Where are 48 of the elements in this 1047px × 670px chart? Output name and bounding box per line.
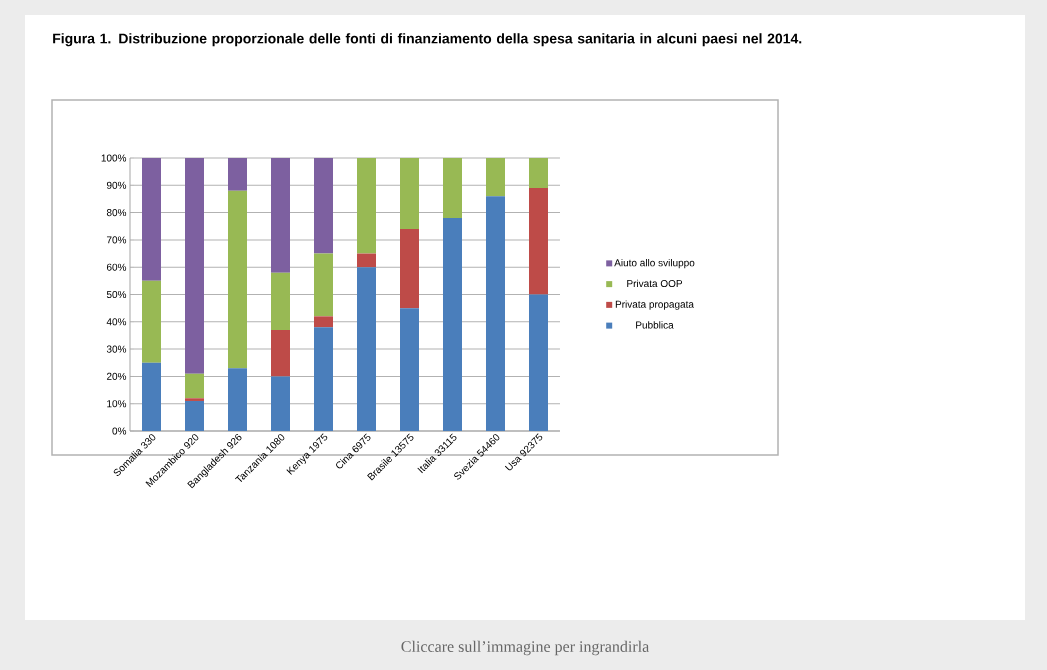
bar <box>142 362 161 431</box>
y-tick-label: 70% <box>106 236 127 244</box>
legend-label: Pubblica <box>636 321 674 329</box>
bar <box>529 158 548 189</box>
y-tick-label: 30% <box>106 345 127 353</box>
bar <box>400 158 419 229</box>
y-tick-label: 60% <box>106 263 127 271</box>
bar <box>185 400 204 431</box>
legend-label: Privata propagata <box>615 300 694 310</box>
y-tick-label: 20% <box>106 372 127 380</box>
bar <box>271 376 290 431</box>
y-tick-label: 10% <box>107 400 127 408</box>
bar <box>271 329 290 377</box>
bar <box>357 267 376 431</box>
bar <box>142 280 161 363</box>
y-tick-label: 80% <box>106 209 127 217</box>
bar <box>314 253 333 317</box>
bar <box>443 158 462 219</box>
bar <box>486 196 505 431</box>
bar <box>314 316 333 328</box>
legend-label: Aiuto allo sviluppo <box>614 259 695 269</box>
bar <box>529 188 548 295</box>
y-tick-label: 50% <box>106 290 127 299</box>
y-tick-label: 100% <box>101 154 127 162</box>
y-tick-label: 0% <box>112 427 127 435</box>
bar <box>314 158 333 254</box>
bar <box>185 398 204 401</box>
bar <box>228 158 247 191</box>
y-tick-label: 90% <box>106 181 127 189</box>
bar <box>271 158 290 273</box>
bar <box>185 373 204 399</box>
bar <box>185 158 204 374</box>
bar <box>486 158 505 197</box>
bar <box>529 294 548 431</box>
bar <box>271 272 290 330</box>
bar <box>314 327 333 431</box>
text: Cliccare sull’immagine per ingrandirla <box>401 640 650 656</box>
bar <box>443 218 462 431</box>
bar <box>357 253 376 268</box>
bar <box>142 158 161 281</box>
bar <box>400 308 419 431</box>
bar <box>400 228 419 309</box>
bar <box>357 158 376 254</box>
y-tick-label: 40% <box>106 318 127 326</box>
bar <box>228 190 247 369</box>
bar <box>228 368 247 431</box>
legend-label: Privata OOP <box>627 279 683 288</box>
chart-title: Figura 1. Distribuzione proporzionale delle fonti di finanziamento della spesa sanitaria in alcuni paesi nel 2014. <box>53 33 802 47</box>
